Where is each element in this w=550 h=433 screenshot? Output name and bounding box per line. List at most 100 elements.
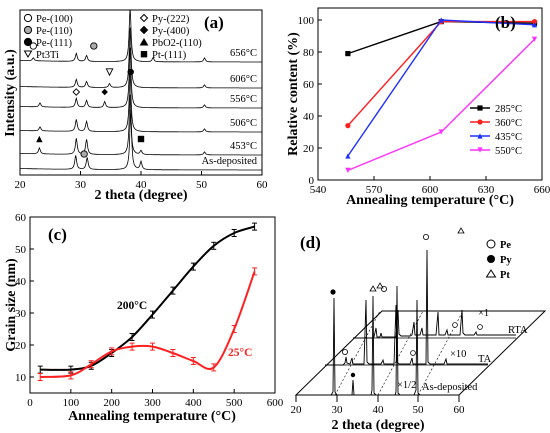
d-trace-rta: [353, 309, 516, 339]
a-trace-label-1: 606°C: [230, 74, 257, 85]
b-legend-marker-2: [477, 133, 483, 139]
a-leg-pt3ti-icon: [23, 50, 33, 58]
c-axes: 0 100 200 300 400 500 600 10 20 30 40 50 60: [15, 212, 284, 409]
d-tick-label-60: 60: [454, 404, 466, 416]
a-trace-5-marker-0: [80, 150, 88, 158]
b-legend-label-3: 550°C: [495, 146, 522, 157]
a-leg-pe111-icon: [23, 37, 33, 47]
c-y-axis-label: Grain size (nm): [4, 258, 19, 352]
a-x-tick-label-2: 40: [136, 179, 148, 191]
a-trace-label-5: As-deposited: [202, 156, 258, 167]
c-series-0-point-5: [150, 310, 155, 319]
b-x-tick-label-2: 600: [422, 184, 439, 196]
a-trace-1-marker-0: [105, 68, 114, 77]
c-series-1-point-0: [37, 373, 43, 381]
c-series-1-point-2: [88, 360, 94, 369]
c-series-0-point-10: [252, 222, 258, 231]
a-trace-label-2: 556°C: [230, 94, 257, 105]
panel-d: Pe Py Pt ×1 RTA ×10 TA ×1/2 As-deposited…: [291, 227, 547, 433]
a-x-ticks: 20 30 40 50 60: [15, 171, 269, 191]
d-leg-pe-label: Pe: [500, 240, 511, 251]
a-leg-pt111-icon: [140, 51, 148, 58]
a-trace-5: [20, 109, 262, 171]
b-series-0-point-0: [345, 51, 351, 57]
d-mk-pe-mid-3: [410, 350, 416, 356]
c-series-1-point-8: [211, 363, 217, 372]
c-series: [37, 222, 258, 381]
a-leg-pbo2-label: PbO2-(110): [152, 38, 202, 49]
d-tick-label-50: 50: [413, 404, 425, 416]
d-trace-asdep: [296, 285, 459, 396]
a-trace-label-0: 656°C: [230, 48, 257, 59]
a-leg-pbo2-icon: [139, 38, 149, 46]
c-series-1-point-9: [231, 325, 237, 333]
d-mk-pe-mid-1: [341, 348, 348, 355]
a-traces: [20, 10, 262, 171]
a-leg-pt3ti-label: Pt3Ti: [36, 50, 59, 61]
a-trace-4-marker-1: [137, 135, 145, 143]
d-trace-ta: [325, 249, 488, 366]
c-series-0-point-9: [231, 229, 237, 237]
c-series-label-200: 200°C: [117, 300, 147, 312]
a-x-tick-label-0: 20: [15, 179, 27, 191]
d-x-axis-label: 2 theta (degree): [331, 418, 424, 433]
d-tick-label-30: 30: [332, 404, 344, 416]
c-panel-label: (c): [48, 225, 67, 244]
c-x-tick-label-4: 400: [185, 397, 202, 409]
a-leg-pe100-label: Pe-(100): [36, 14, 73, 25]
a-x-tick-label-3: 50: [196, 179, 208, 191]
a-panel-label: (a): [204, 13, 224, 32]
b-legend-label-2: 435°C: [495, 132, 522, 143]
d-mk-pt-back: [457, 227, 465, 234]
b-y-axis-label: Relative content (%): [286, 32, 301, 156]
c-series-1-point-1: [68, 371, 74, 380]
a-trace-labels: 656°C 606°C 556°C 506°C 453°C As-deposited: [202, 48, 258, 167]
a-trace-label-4: 453°C: [230, 141, 257, 152]
b-series-1-point-0: [345, 123, 351, 129]
d-mk-pe-back-2: [477, 324, 483, 330]
c-x-tick-label-2: 200: [103, 397, 120, 409]
a-x-tick-label-4: 60: [257, 179, 269, 191]
c-y-tick-label-3: 40: [15, 276, 27, 288]
d-label-rta: RTA: [508, 325, 528, 336]
d-mk-py-front: [330, 289, 336, 295]
d-label-asdep: As-deposited: [422, 382, 478, 393]
b-y-tick-label-4: 80: [303, 47, 315, 59]
b-series: [345, 17, 538, 173]
c-series-0-point-7: [190, 262, 196, 271]
a-leg-pe110-icon: [23, 25, 33, 35]
c-x-tick-label-0: 0: [27, 397, 33, 409]
a-trace-4-marker-0: [36, 135, 43, 143]
a-trace-0-marker-0: [29, 42, 37, 50]
b-x-tick-label-1: 570: [366, 184, 383, 196]
d-tick-label-40: 40: [373, 404, 385, 416]
b-x-axis-label: Annealing temperature (°C): [346, 193, 514, 208]
b-legend: 285°C 360°C 435°C 550°C: [470, 104, 522, 157]
panel-c: 0 100 200 300 400 500 600 10 20 30 40 50 60 (c) 200°…: [4, 212, 284, 424]
b-legend-label-1: 360°C: [495, 118, 522, 129]
b-series-2-point-2: [531, 22, 538, 28]
c-x-axis-label: Annealing temperature (°C): [68, 409, 236, 424]
d-mk-py-front-low: [350, 372, 356, 378]
a-trace-1-marker-1: [127, 68, 134, 76]
panel-b: 540 570 600 630 660 0 20 40 60 80 100 285°C 360°C 43…: [286, 7, 550, 208]
d-panel-label: (d): [300, 233, 321, 252]
d-leg-pt-label: Pt: [500, 270, 510, 281]
a-trace-2-marker-0: [72, 88, 81, 96]
a-leg-py222-icon: [139, 13, 149, 23]
a-legend-right: Py-(222) Py-(400) PbO2-(110) Pt-(111): [139, 13, 202, 61]
b-x-tick-label-4: 660: [534, 184, 550, 196]
a-trace-0: [20, 10, 262, 63]
a-x-axis-label: 2 theta (degree): [94, 188, 187, 203]
c-x-tick-label-5: 500: [226, 397, 243, 409]
d-leg-pt-icon: [485, 269, 497, 278]
b-series-2-point-1: [438, 17, 444, 23]
b-panel-label: (b): [495, 13, 516, 32]
d-leg-pe-icon: [486, 239, 496, 249]
b-series-3-point-2: [531, 36, 538, 42]
d-legend: Pe Py Pt: [485, 239, 512, 281]
panel-a: 20 30 40 50 60 656°C 606°C 556°C 506°C 453°C As-d…: [3, 9, 269, 203]
b-y-tick-label-3: 60: [303, 79, 315, 91]
c-series-1-point-10: [252, 267, 258, 276]
